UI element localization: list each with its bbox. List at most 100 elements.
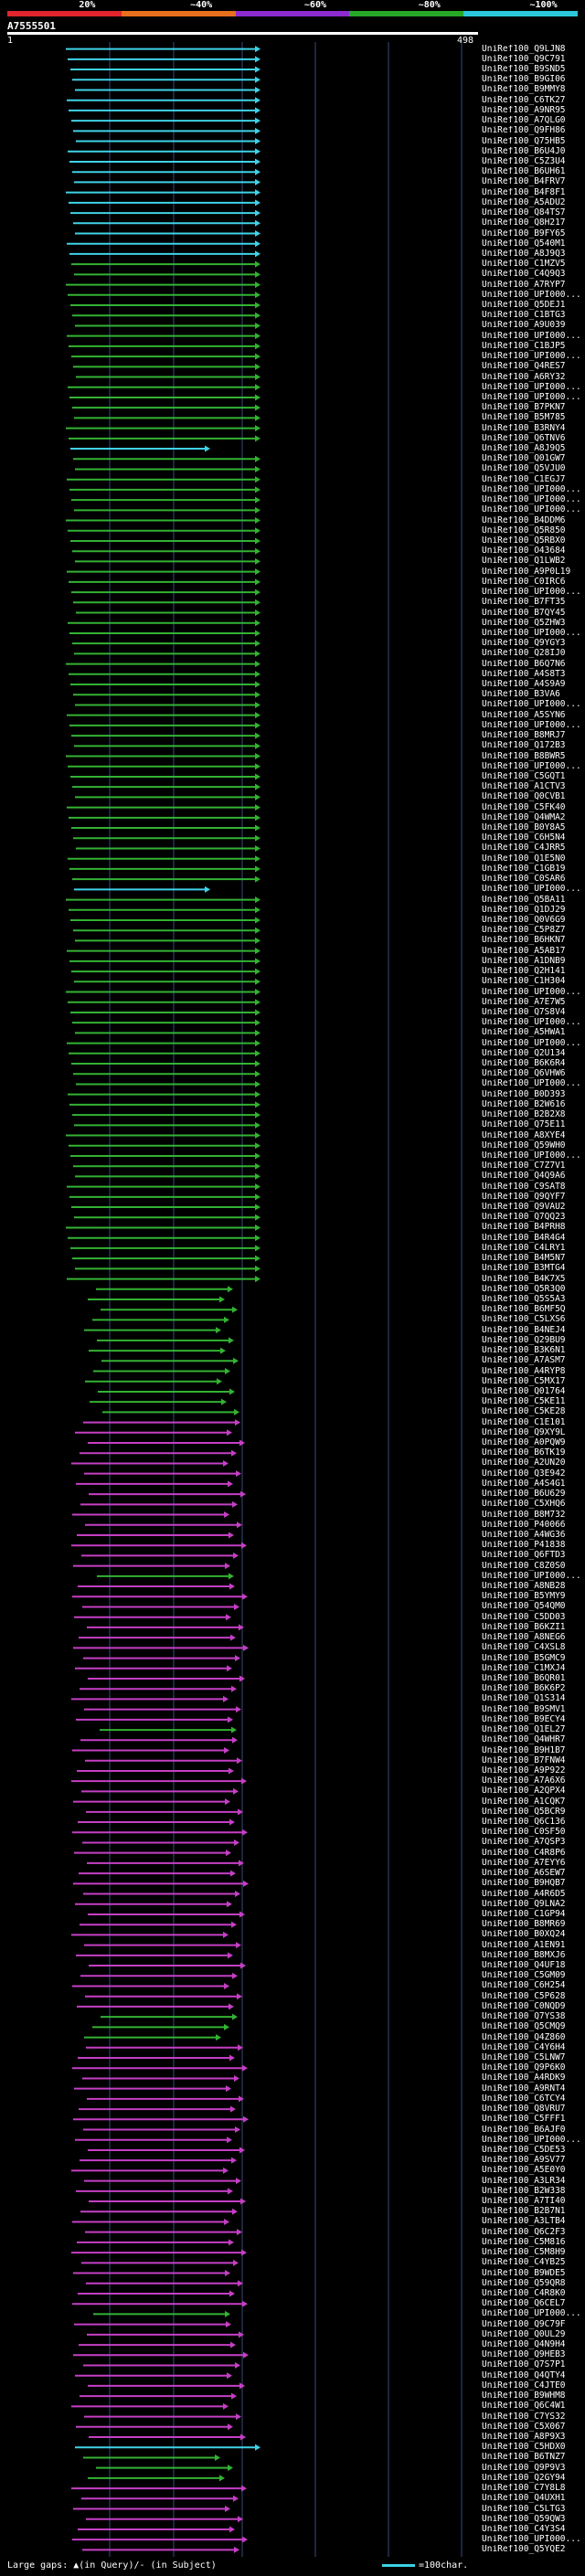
hit-label[interactable]: UniRef100_A7QLG0 bbox=[482, 116, 566, 126]
hit-label[interactable]: UniRef100_UPI000... bbox=[482, 700, 581, 710]
hit-label[interactable]: UniRef100_C5LTG3 bbox=[482, 2504, 566, 2514]
hit-label[interactable]: UniRef100_Q6C4W1 bbox=[482, 2401, 566, 2412]
hit-label[interactable]: UniRef100_A7A6X6 bbox=[482, 1776, 566, 1786]
hit-label[interactable]: UniRef100_B6AJF0 bbox=[482, 2125, 566, 2135]
hit-label[interactable]: UniRef100_A8NEG6 bbox=[482, 1633, 566, 1643]
hit-label[interactable]: UniRef100_Q9LNA2 bbox=[482, 1899, 566, 1909]
hit-label[interactable]: UniRef100_B5YMY9 bbox=[482, 1592, 566, 1602]
hit-label[interactable]: UniRef100_C1GP94 bbox=[482, 1909, 566, 1919]
hit-label[interactable]: UniRef100_B6K6R4 bbox=[482, 1059, 566, 1069]
hit-label[interactable]: UniRef100_UPI000... bbox=[482, 505, 581, 515]
hit-label[interactable]: UniRef100_Q5CMQ9 bbox=[482, 2022, 566, 2032]
hit-label[interactable]: UniRef100_Q9XY9L bbox=[482, 1427, 566, 1437]
hit-label[interactable]: UniRef100_C6H254 bbox=[482, 1981, 566, 1991]
hit-label[interactable]: UniRef100_Q0V6G9 bbox=[482, 915, 566, 925]
hit-label[interactable]: UniRef100_A6SEW7 bbox=[482, 1869, 566, 1879]
hit-label[interactable]: UniRef100_A4RYP8 bbox=[482, 1366, 566, 1376]
hit-label[interactable]: UniRef100_B9FY65 bbox=[482, 228, 566, 239]
hit-label[interactable]: UniRef100_Q59QW3 bbox=[482, 2514, 566, 2524]
hit-label[interactable]: UniRef100_Q5YQE2 bbox=[482, 2545, 566, 2555]
hit-label[interactable]: UniRef100_A4S8T3 bbox=[482, 669, 566, 679]
hit-label[interactable]: UniRef100_UPI000... bbox=[482, 628, 581, 638]
hit-label[interactable]: UniRef100_Q75HB5 bbox=[482, 136, 566, 146]
hit-label[interactable]: UniRef100_P41838 bbox=[482, 1541, 566, 1551]
hit-label[interactable]: UniRef100_C5KE28 bbox=[482, 1407, 566, 1417]
hit-label[interactable]: UniRef100_Q5ZHW3 bbox=[482, 618, 566, 628]
hit-label[interactable]: UniRef100_UPI000... bbox=[482, 290, 581, 300]
hit-label[interactable]: UniRef100_Q7YS38 bbox=[482, 2012, 566, 2022]
hit-label[interactable]: UniRef100_B7FNW4 bbox=[482, 1755, 566, 1765]
hit-label[interactable]: UniRef100_B5GMC9 bbox=[482, 1653, 566, 1663]
hit-label[interactable]: UniRef100_A5SYN6 bbox=[482, 710, 566, 720]
hit-label[interactable]: UniRef100_C0IRC6 bbox=[482, 577, 566, 587]
hit-label[interactable]: UniRef100_C5KE11 bbox=[482, 1397, 566, 1407]
hit-label[interactable]: UniRef100_C4Y6H4 bbox=[482, 2042, 566, 2052]
hit-label[interactable]: UniRef100_C5GQT1 bbox=[482, 771, 566, 781]
hit-label[interactable]: UniRef100_Q4UXH1 bbox=[482, 2494, 566, 2504]
hit-label[interactable]: UniRef100_Q4N9H4 bbox=[482, 2340, 566, 2350]
hit-label[interactable]: UniRef100_A5AB17 bbox=[482, 946, 566, 956]
hit-label[interactable]: UniRef100_Q5R3Q0 bbox=[482, 1284, 566, 1294]
hit-label[interactable]: UniRef100_Q7QQ23 bbox=[482, 1213, 566, 1223]
hit-label[interactable]: UniRef100_C1EGJ7 bbox=[482, 474, 566, 484]
hit-label[interactable]: UniRef100_B9H1B7 bbox=[482, 1745, 566, 1755]
hit-label[interactable]: UniRef100_A4R6D5 bbox=[482, 1889, 566, 1899]
hit-label[interactable]: UniRef100_B5M785 bbox=[482, 413, 566, 423]
hit-label[interactable]: UniRef100_A2QPX4 bbox=[482, 1786, 566, 1797]
hit-label[interactable]: UniRef100_Q2GY94 bbox=[482, 2473, 566, 2483]
hit-label[interactable]: UniRef100_A0PQW9 bbox=[482, 1438, 566, 1448]
hit-label[interactable]: UniRef100_A7E7W5 bbox=[482, 997, 566, 1007]
hit-label[interactable]: UniRef100_B6U4J0 bbox=[482, 146, 566, 156]
hit-label[interactable]: UniRef100_C6H5N4 bbox=[482, 833, 566, 843]
hit-label[interactable]: UniRef100_UPI000... bbox=[482, 885, 581, 895]
hit-label[interactable]: UniRef100_B2W616 bbox=[482, 1099, 566, 1109]
hit-label[interactable]: UniRef100_Q1LWB2 bbox=[482, 557, 566, 567]
hit-label[interactable]: UniRef100_C0NQD9 bbox=[482, 2001, 566, 2011]
hit-label[interactable]: UniRef100_B9HQB7 bbox=[482, 1879, 566, 1889]
hit-label[interactable]: UniRef100_Q59QR8 bbox=[482, 2278, 566, 2288]
hit-label[interactable]: UniRef100_A9NR95 bbox=[482, 105, 566, 115]
hit-label[interactable]: UniRef100_O43684 bbox=[482, 546, 566, 557]
hit-label[interactable]: UniRef100_A8NB28 bbox=[482, 1582, 566, 1592]
hit-label[interactable]: UniRef100_B8BWR5 bbox=[482, 751, 566, 761]
hit-label[interactable]: UniRef100_C5DE53 bbox=[482, 2145, 566, 2155]
hit-label[interactable]: UniRef100_A3LR34 bbox=[482, 2176, 566, 2186]
hit-label[interactable]: UniRef100_A4S4G1 bbox=[482, 1479, 566, 1489]
hit-label[interactable]: UniRef100_B4PRH8 bbox=[482, 1223, 566, 1233]
hit-label[interactable]: UniRef100_C5FFF1 bbox=[482, 2115, 566, 2125]
hit-label[interactable]: UniRef100_A4RDK9 bbox=[482, 2073, 566, 2083]
hit-label[interactable]: UniRef100_A1EN91 bbox=[482, 1940, 566, 1950]
hit-label[interactable]: UniRef100_B7FT35 bbox=[482, 598, 566, 608]
hit-label[interactable]: UniRef100_C4R8P6 bbox=[482, 1848, 566, 1858]
hit-label[interactable]: UniRef100_B8MRJ7 bbox=[482, 731, 566, 741]
hit-label[interactable]: UniRef100_C5P8Z7 bbox=[482, 926, 566, 936]
hit-label[interactable]: UniRef100_B3K6N1 bbox=[482, 1346, 566, 1356]
hit-label[interactable]: UniRef100_B3RNY4 bbox=[482, 423, 566, 433]
hit-label[interactable]: UniRef100_Q28IJ0 bbox=[482, 649, 566, 659]
hit-label[interactable]: UniRef100_UPI000... bbox=[482, 1018, 581, 1028]
hit-label[interactable]: UniRef100_Q4WHR7 bbox=[482, 1735, 566, 1745]
hit-label[interactable]: UniRef100_UPI000... bbox=[482, 761, 581, 771]
hit-label[interactable]: UniRef100_P40066 bbox=[482, 1520, 566, 1530]
hit-label[interactable]: UniRef100_C5XHQ6 bbox=[482, 1500, 566, 1510]
hit-label[interactable]: UniRef100_A2UN20 bbox=[482, 1458, 566, 1468]
hit-label[interactable]: UniRef100_Q172B3 bbox=[482, 741, 566, 751]
hit-label[interactable]: UniRef100_Q9C79F bbox=[482, 2319, 566, 2329]
hit-label[interactable]: UniRef100_C6TK27 bbox=[482, 95, 566, 105]
hit-label[interactable]: UniRef100_A5E0Y0 bbox=[482, 2166, 566, 2176]
hit-label[interactable]: UniRef100_Q7S7P1 bbox=[482, 2360, 566, 2370]
hit-label[interactable]: UniRef100_Q1E5N0 bbox=[482, 853, 566, 864]
hit-label[interactable]: UniRef100_B6TK19 bbox=[482, 1448, 566, 1458]
hit-label[interactable]: UniRef100_A1CQK7 bbox=[482, 1797, 566, 1807]
hit-label[interactable]: UniRef100_UPI000... bbox=[482, 987, 581, 997]
hit-label[interactable]: UniRef100_UPI000... bbox=[482, 1150, 581, 1161]
hit-label[interactable]: UniRef100_C5FK40 bbox=[482, 802, 566, 812]
hit-label[interactable]: UniRef100_Q8H217 bbox=[482, 218, 566, 228]
hit-label[interactable]: UniRef100_Q6C2F3 bbox=[482, 2227, 566, 2237]
hit-label[interactable]: UniRef100_B9SMV1 bbox=[482, 1704, 566, 1714]
hit-label[interactable]: UniRef100_C5P628 bbox=[482, 1991, 566, 2001]
hit-label[interactable]: UniRef100_C5GM09 bbox=[482, 1971, 566, 1981]
hit-label[interactable]: UniRef100_Q5BA11 bbox=[482, 895, 566, 905]
hit-label[interactable]: UniRef100_C9SAT8 bbox=[482, 1182, 566, 1192]
hit-label[interactable]: UniRef100_A4S9A9 bbox=[482, 680, 566, 690]
